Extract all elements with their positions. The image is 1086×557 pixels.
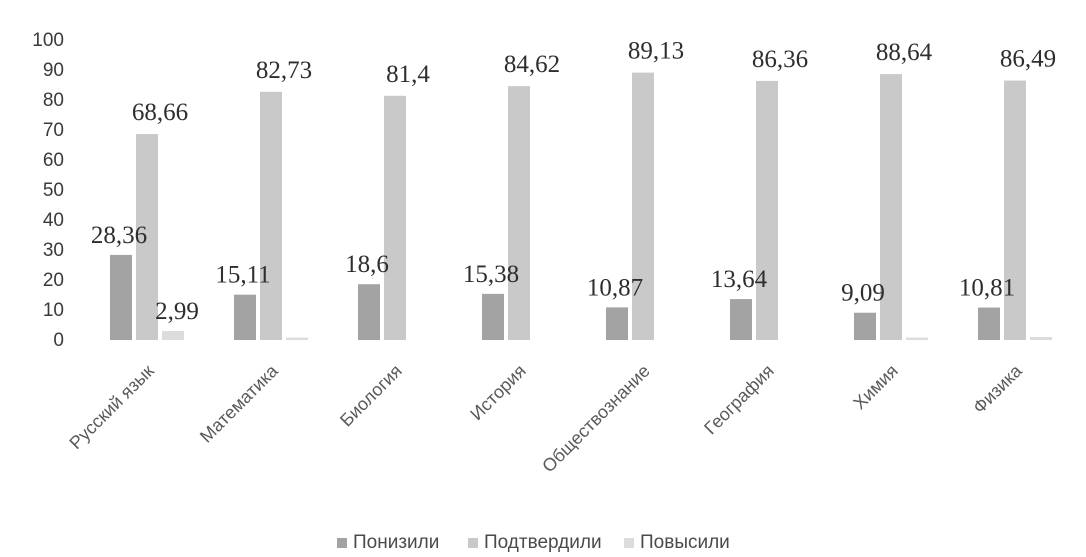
bar [606,307,628,340]
data-label: 68,66 [132,99,188,126]
bar [286,337,308,340]
legend-swatch [624,538,634,548]
data-label: 9,09 [841,280,885,307]
y-tick-label: 10 [43,300,64,321]
data-label: 10,81 [959,275,1015,302]
bar [756,80,778,341]
x-category-label: Обществознание [538,361,654,477]
x-axis: Русский язык Математика Биология История Общ… [65,360,1026,476]
bar [978,307,1000,340]
data-label: 2,99 [155,298,199,325]
y-tick-label: 30 [43,240,64,261]
y-tick-label: 20 [43,270,64,291]
legend-label: Подтвердили [484,532,602,553]
bars [110,72,1052,341]
data-label: 13,64 [711,266,768,293]
y-tick-label: 80 [43,90,64,111]
legend-label: Понизили [353,532,439,553]
data-label: 88,64 [876,39,933,66]
bar [234,294,256,340]
x-category-label: Русский язык [65,361,157,453]
legend-swatch [468,538,478,548]
legend: Понизили Подтвердили Повысили [337,532,730,553]
data-label: 28,36 [91,222,147,249]
y-tick-label: 90 [43,60,64,81]
y-tick-label: 60 [43,150,64,171]
bar [906,337,928,340]
x-category-label: История [466,361,530,425]
bar [136,134,158,340]
data-label: 86,36 [752,46,808,73]
data-label: 89,13 [628,38,684,65]
data-label: 86,49 [1000,46,1056,73]
bar [632,72,654,341]
data-label: 15,38 [463,261,519,288]
data-label: 81,4 [386,61,430,88]
bar [730,299,752,340]
y-tick-label: 0 [53,330,64,351]
x-category-label: Физика [969,360,1027,418]
bar [162,331,184,340]
y-tick-label: 70 [43,120,64,141]
bar [880,74,902,340]
y-tick-label: 40 [43,210,64,231]
x-category-label: Математика [196,360,283,447]
data-label: 82,73 [256,57,312,84]
data-label: 15,11 [215,262,270,289]
bar [1004,80,1026,340]
y-axis: 0 10 20 30 40 50 60 70 80 90 100 [32,30,64,351]
data-label: 18,6 [345,251,389,278]
y-tick-label: 50 [43,180,64,201]
bar [854,312,876,340]
bar [358,284,380,340]
x-category-label: Биология [336,361,406,431]
data-label: 84,62 [504,51,560,78]
data-labels: 28,36 68,66 2,99 15,11 82,73 18,6 81,4 15,38 84,… [91,38,1056,325]
bar [508,86,530,340]
bar [384,95,406,340]
legend-label: Повысили [640,532,730,553]
x-category-label: Химия [849,361,902,414]
bar [482,293,504,340]
legend-swatch [337,538,347,548]
bar [1030,337,1052,340]
bar [260,91,282,340]
bar [110,254,132,340]
y-tick-label: 100 [32,30,64,51]
data-label: 10,87 [587,274,643,301]
x-category-label: География [700,361,778,439]
